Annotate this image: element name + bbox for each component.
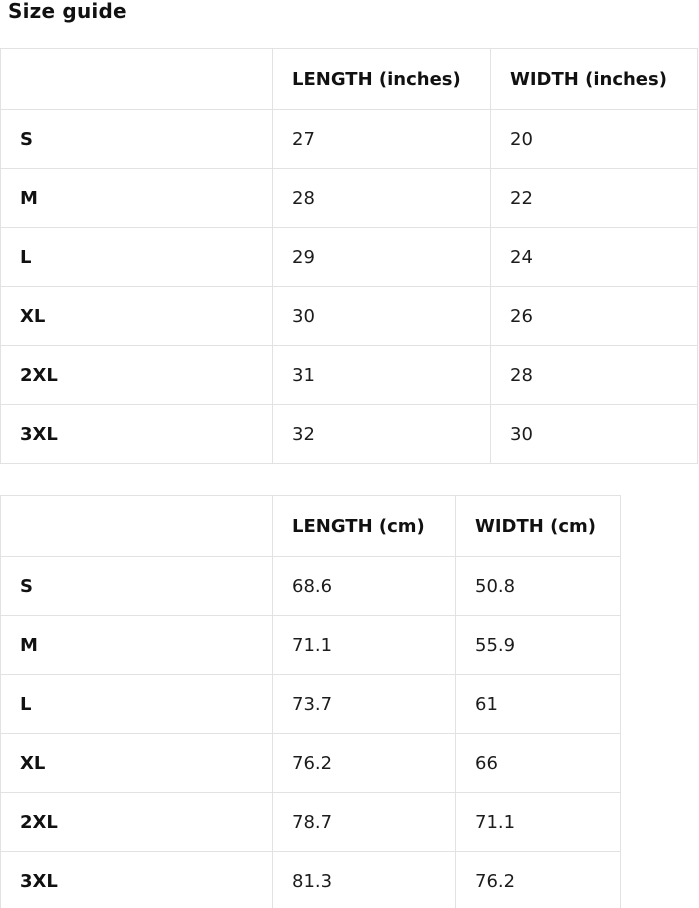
length-value: 32 xyxy=(272,404,491,464)
table-row-m-cm: M 71.1 55.9 xyxy=(0,615,621,675)
row-label-3xl: 3XL xyxy=(0,851,273,908)
table-row-xl-cm: XL 76.2 66 xyxy=(0,733,621,793)
row-label-m: M xyxy=(0,168,273,228)
table-row-3xl-inches: 3XL 32 30 xyxy=(0,404,698,464)
size-table-inches: LENGTH (inches) WIDTH (inches) S 27 20 M… xyxy=(0,48,698,464)
width-value: 66 xyxy=(455,733,621,793)
width-value: 24 xyxy=(490,227,698,287)
row-label-xl: XL xyxy=(0,286,273,346)
length-value: 76.2 xyxy=(272,733,456,793)
column-header-width-inches: WIDTH (inches) xyxy=(490,48,698,110)
row-label-2xl: 2XL xyxy=(0,792,273,852)
row-label-s: S xyxy=(0,109,273,169)
table-row-m-inches: M 28 22 xyxy=(0,168,698,228)
width-value: 28 xyxy=(490,345,698,405)
width-value: 61 xyxy=(455,674,621,734)
table-row-3xl-cm: 3XL 81.3 76.2 xyxy=(0,851,621,908)
length-value: 29 xyxy=(272,227,491,287)
size-table-cm: LENGTH (cm) WIDTH (cm) S 68.6 50.8 M 71.… xyxy=(0,495,621,908)
width-value: 22 xyxy=(490,168,698,228)
width-value: 26 xyxy=(490,286,698,346)
column-header-length-inches: LENGTH (inches) xyxy=(272,48,491,110)
row-label-l: L xyxy=(0,227,273,287)
column-header-size-blank xyxy=(0,48,273,110)
size-guide-title: Size guide xyxy=(8,0,127,23)
row-label-m: M xyxy=(0,615,273,675)
length-value: 28 xyxy=(272,168,491,228)
column-header-length-cm: LENGTH (cm) xyxy=(272,495,456,557)
length-value: 71.1 xyxy=(272,615,456,675)
table-row-2xl-cm: 2XL 78.7 71.1 xyxy=(0,792,621,852)
header-row-cm: LENGTH (cm) WIDTH (cm) xyxy=(0,495,621,557)
header-row-inches: LENGTH (inches) WIDTH (inches) xyxy=(0,48,698,110)
length-value: 30 xyxy=(272,286,491,346)
length-value: 68.6 xyxy=(272,556,456,616)
row-label-l: L xyxy=(0,674,273,734)
row-label-xl: XL xyxy=(0,733,273,793)
width-value: 20 xyxy=(490,109,698,169)
width-value: 71.1 xyxy=(455,792,621,852)
width-value: 30 xyxy=(490,404,698,464)
table-row-l-inches: L 29 24 xyxy=(0,227,698,287)
table-row-2xl-inches: 2XL 31 28 xyxy=(0,345,698,405)
length-value: 78.7 xyxy=(272,792,456,852)
length-value: 31 xyxy=(272,345,491,405)
table-row-xl-inches: XL 30 26 xyxy=(0,286,698,346)
width-value: 55.9 xyxy=(455,615,621,675)
length-value: 27 xyxy=(272,109,491,169)
length-value: 81.3 xyxy=(272,851,456,908)
row-label-3xl: 3XL xyxy=(0,404,273,464)
length-value: 73.7 xyxy=(272,674,456,734)
width-value: 76.2 xyxy=(455,851,621,908)
column-header-width-cm: WIDTH (cm) xyxy=(455,495,621,557)
table-row-s-inches: S 27 20 xyxy=(0,109,698,169)
column-header-size-blank xyxy=(0,495,273,557)
row-label-s: S xyxy=(0,556,273,616)
table-row-s-cm: S 68.6 50.8 xyxy=(0,556,621,616)
row-label-2xl: 2XL xyxy=(0,345,273,405)
table-row-l-cm: L 73.7 61 xyxy=(0,674,621,734)
width-value: 50.8 xyxy=(455,556,621,616)
